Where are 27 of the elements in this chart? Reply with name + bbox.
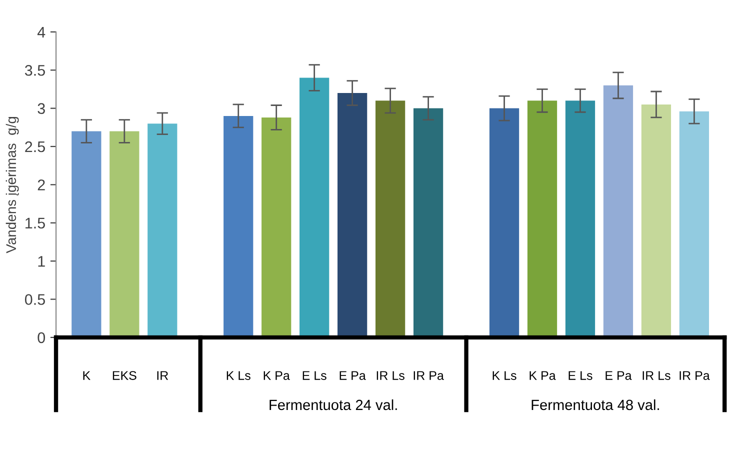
y-tick-label: 2.5 [25, 141, 45, 152]
y-tick-label: 1 [38, 256, 45, 267]
x-tick-label: IR Pa [680, 371, 710, 380]
x-tick-label: IR Pa [414, 371, 444, 380]
y-tick-label: 1.5 [26, 218, 45, 229]
y-tick-label: 4 [37, 26, 46, 38]
x-tick-label: K [83, 371, 90, 380]
x-tick-label: E Pa [340, 371, 366, 380]
x-tick-label: IR [157, 371, 168, 380]
y-tick-label: 0.5 [24, 294, 45, 305]
y-tick-label: 0 [38, 332, 46, 344]
y-tick-label: 2 [38, 180, 45, 190]
x-tick-label: E Ls [302, 371, 326, 380]
x-tick-label: IR Ls [376, 371, 404, 380]
y-tick-label: 3 [38, 103, 45, 114]
x-tick-label: E Ls [568, 371, 592, 380]
x-tick-label: K Ls [492, 371, 516, 380]
text: Fermentuota 48 val. [532, 399, 659, 410]
x-tick-label: EKS [112, 371, 136, 380]
x-tick-label: K Pa [264, 371, 290, 380]
x-tick-label: IR Ls [642, 371, 670, 380]
y-axis-title: Vandens įgėrimas g/g [6, 116, 19, 254]
text: Fermentuota 24 val. [270, 399, 397, 410]
x-tick-label: E Pa [606, 371, 632, 380]
x-tick-label: K Ls [226, 371, 250, 380]
y-tick-label: 3.5 [24, 64, 45, 76]
x-tick-label: K Pa [530, 371, 556, 380]
